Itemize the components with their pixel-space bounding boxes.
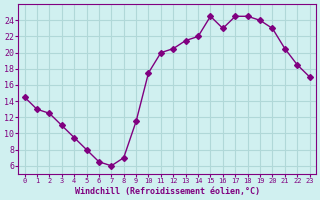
X-axis label: Windchill (Refroidissement éolien,°C): Windchill (Refroidissement éolien,°C) (75, 187, 260, 196)
